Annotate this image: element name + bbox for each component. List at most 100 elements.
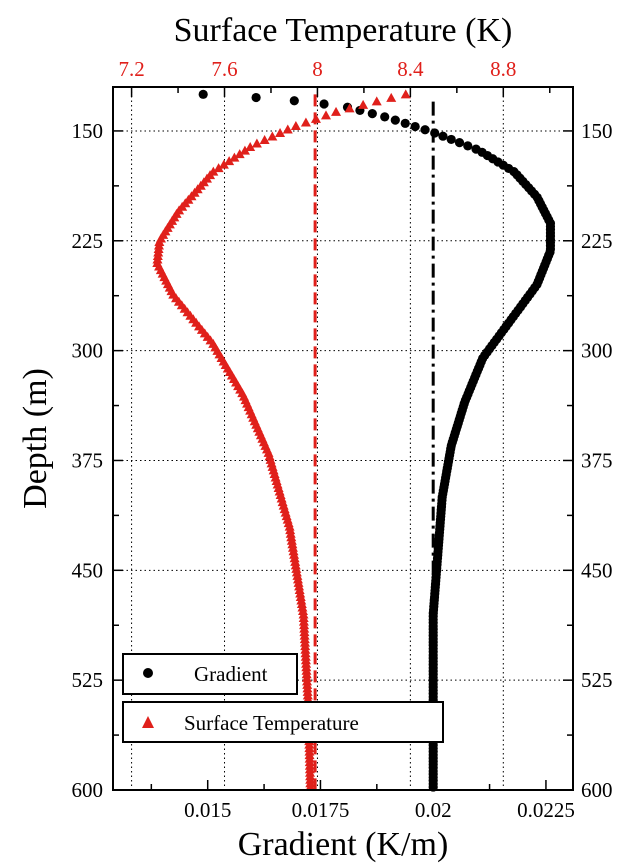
- x-tick-label: 0.0225: [517, 798, 575, 822]
- gradient-point: [446, 134, 456, 145]
- gradient-point: [251, 92, 261, 103]
- surface-temperature-point: [229, 152, 240, 162]
- surface-temperature-point: [291, 567, 302, 577]
- surface-temperature-point: [295, 591, 306, 601]
- gradient-point: [454, 138, 465, 148]
- surface-temperature-point: [234, 149, 245, 159]
- surface-temperature-point: [297, 602, 308, 612]
- surface-temperature-point: [386, 92, 397, 102]
- surface-temperature-point: [287, 542, 298, 552]
- series-layer: [152, 89, 556, 792]
- surface-temperature-point: [290, 560, 301, 570]
- y-tick-label-right: 450: [581, 558, 613, 582]
- surface-temperature-point: [290, 120, 301, 130]
- legend-label-surface-temperature: Surface Temperature: [184, 711, 359, 735]
- surface-temperature-point: [288, 546, 299, 556]
- gradient-point: [198, 89, 208, 99]
- surface-temperature-point: [295, 588, 306, 598]
- gradient-point: [390, 115, 400, 125]
- surface-temperature-point: [251, 138, 262, 148]
- gradient-point: [410, 121, 420, 132]
- legend-label-gradient: Gradient: [194, 662, 268, 686]
- gradient-point: [367, 109, 377, 119]
- surface-temperature-point: [289, 553, 300, 563]
- legend: Gradient Surface Temperature: [122, 653, 444, 743]
- surface-temperature-point: [213, 163, 224, 173]
- y-tick-label: 225: [72, 229, 104, 253]
- y-tick-label-right: 150: [581, 119, 613, 143]
- axis-ticks: [113, 87, 573, 791]
- y-tick-label-right: 600: [581, 778, 613, 802]
- surface-temperature-point: [245, 142, 256, 152]
- surface-temperature-point: [292, 574, 303, 584]
- surface-temperature-point: [310, 113, 321, 123]
- surface-temperature-point: [286, 535, 297, 545]
- gradient-point: [420, 125, 430, 135]
- plot-frame: [112, 86, 574, 791]
- y-tick-label: 375: [72, 448, 104, 472]
- tick-labels: 150 150 225 225 300 300 375 375 450 450 525 525 600 6…: [72, 57, 613, 822]
- y-tick-label-right: 225: [581, 229, 613, 253]
- surface-temperature-point: [285, 525, 296, 535]
- surface-temperature-point: [284, 521, 295, 531]
- surface-temperature-point: [259, 135, 270, 145]
- gradient-point: [463, 141, 473, 151]
- gradient-point: [380, 112, 390, 122]
- surface-temperature-point: [358, 99, 369, 109]
- x-tick-label: 0.015: [184, 798, 231, 822]
- y-tick-label: 150: [72, 119, 104, 143]
- surface-temperature-point: [287, 539, 298, 549]
- x-axis-title: Gradient (K/m): [238, 826, 449, 863]
- surface-temperature-point: [296, 598, 307, 608]
- gradient-point: [319, 99, 329, 109]
- surface-temperature-point: [294, 584, 305, 594]
- surface-temperature-point: [320, 110, 331, 120]
- surface-temperature-point: [286, 532, 297, 542]
- surface-temperature-point: [293, 577, 304, 587]
- surface-temperature-point: [285, 528, 296, 538]
- y-tick-label: 600: [72, 778, 104, 802]
- surface-temperature-point: [300, 117, 311, 127]
- surface-temperature-point: [371, 96, 382, 106]
- y-tick-label: 450: [72, 558, 104, 582]
- reference-lines: [313, 94, 435, 790]
- y-tick-label-right: 375: [581, 448, 613, 472]
- legend-marker-gradient: [143, 668, 153, 678]
- y-tick-label-right: 525: [581, 668, 613, 692]
- surface-temperature-point: [290, 556, 301, 566]
- surface-temperature-point: [296, 595, 307, 605]
- gradient-point: [289, 96, 299, 106]
- surface-temperature-point: [292, 570, 303, 580]
- x2-tick-label: 8: [312, 57, 323, 81]
- surface-temperature-point: [344, 103, 355, 113]
- surface-temperature-point: [291, 563, 302, 573]
- gradient-point: [438, 131, 448, 141]
- legend-box-surface-temperature: [122, 701, 444, 743]
- x2-tick-label: 7.6: [211, 57, 237, 81]
- legend-marker-surface-temperature: [142, 716, 154, 728]
- surface-temperature-point: [239, 145, 250, 155]
- surface-temperature-point: [305, 781, 316, 791]
- y-tick-label: 525: [72, 668, 104, 692]
- x2-tick-label: 7.2: [118, 57, 144, 81]
- gradient-point: [400, 118, 410, 128]
- surface-temperature-point: [400, 89, 411, 99]
- surface-temperature-point: [267, 131, 278, 141]
- surface-temperature-point: [289, 549, 300, 559]
- surface-temperature-point: [294, 581, 305, 591]
- top-axis-title: Surface Temperature (K): [174, 12, 513, 49]
- surface-temperature-point: [218, 159, 229, 169]
- y-tick-label-right: 300: [581, 339, 613, 363]
- gradient-point: [430, 128, 440, 138]
- x-tick-label: 0.02: [415, 798, 452, 822]
- x2-tick-label: 8.4: [397, 57, 424, 81]
- x-tick-label: 0.0175: [292, 798, 350, 822]
- x2-tick-label: 8.8: [490, 57, 516, 81]
- surface-temperature-point: [224, 156, 235, 166]
- surface-temperature-point: [331, 106, 342, 116]
- surface-temperature-point: [282, 124, 293, 134]
- y-tick-label: 300: [72, 339, 104, 363]
- surface-temperature-point: [275, 127, 286, 137]
- y-axis-title: Depth (m): [17, 368, 54, 509]
